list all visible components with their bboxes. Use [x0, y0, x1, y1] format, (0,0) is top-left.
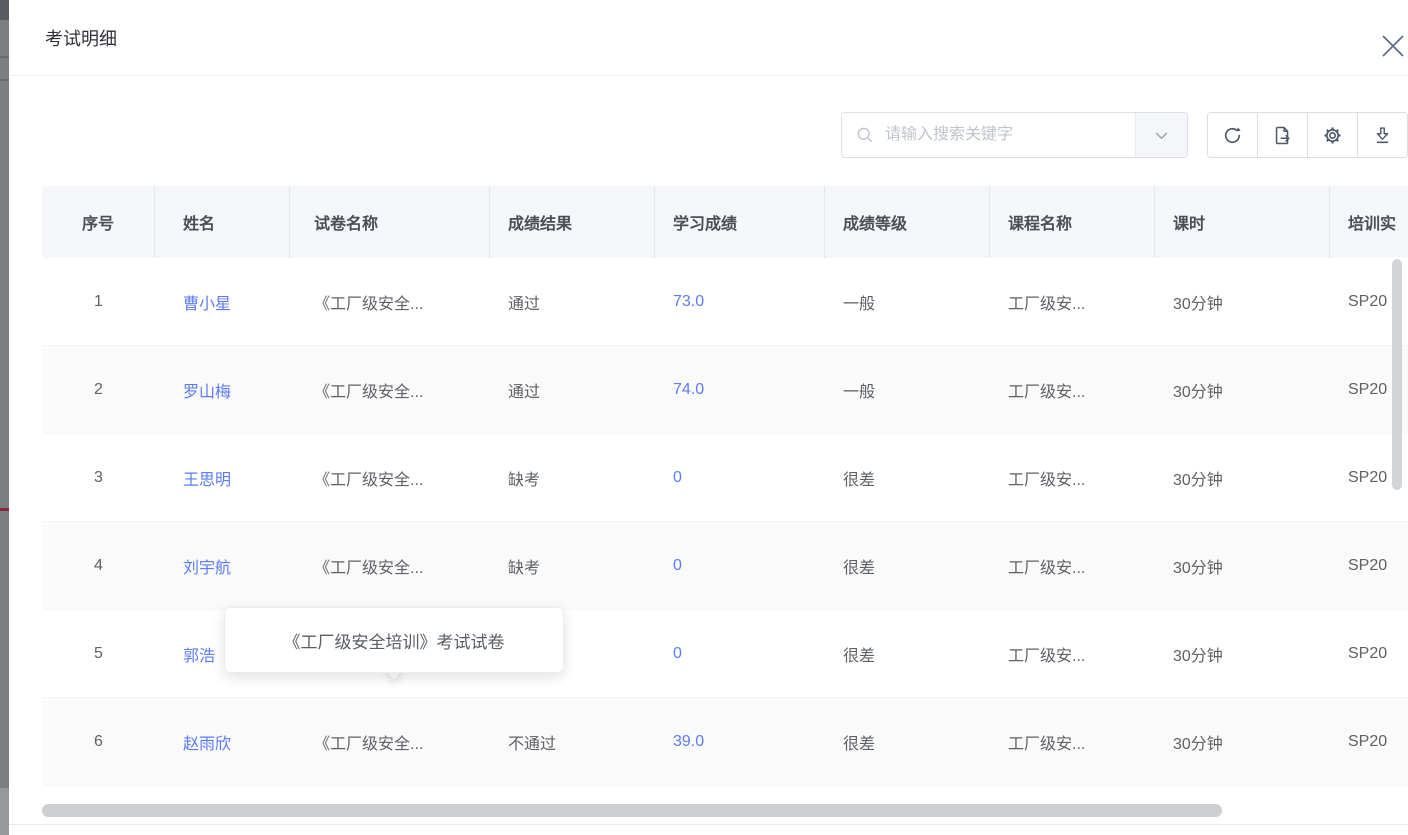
cell-index: 1 — [94, 292, 103, 310]
cell-result: 通过 — [508, 383, 541, 401]
student-name-link[interactable]: 罗山梅 — [183, 383, 232, 401]
score-link[interactable]: 39.0 — [673, 732, 705, 750]
cell-duration: 30分钟 — [1173, 559, 1223, 577]
col-header-grade: 成绩等级 — [825, 186, 990, 258]
score-link[interactable]: 0 — [673, 644, 682, 662]
backdrop-segment — [0, 0, 9, 20]
settings-button[interactable] — [1307, 113, 1357, 157]
cell-result: 不通过 — [508, 735, 557, 753]
cell-grade: 很差 — [843, 471, 876, 489]
score-link[interactable]: 0 — [673, 556, 682, 574]
cell-result: 缺考 — [508, 471, 541, 489]
cell-training: SP20 — [1348, 468, 1388, 486]
search-field-area — [842, 113, 1135, 157]
col-header-result: 成绩结果 — [490, 186, 655, 258]
backdrop-strip — [0, 0, 9, 835]
cell-grade: 一般 — [843, 383, 876, 401]
search-scope-dropdown[interactable] — [1135, 113, 1187, 157]
cell-duration: 30分钟 — [1173, 471, 1223, 489]
cell-grade: 一般 — [843, 295, 876, 313]
student-name-link[interactable]: 郭浩 — [183, 647, 216, 665]
table-toolbar — [1207, 112, 1408, 158]
tooltip: 《工厂级安全培训》考试试卷 — [224, 607, 564, 673]
download-button[interactable] — [1357, 113, 1407, 157]
table-row: 2 罗山梅 《工厂级安全... 通过 74.0 一般 工厂级安... 30分钟 … — [42, 346, 1408, 434]
cell-training: SP20 — [1348, 556, 1388, 574]
download-icon — [1376, 126, 1389, 143]
col-header-score: 学习成绩 — [655, 186, 825, 258]
cell-index: 3 — [94, 468, 103, 486]
col-header-name: 姓名 — [155, 186, 290, 258]
cell-course: 工厂级安... — [1008, 383, 1086, 401]
export-button[interactable] — [1257, 113, 1307, 157]
cell-result: 缺考 — [508, 559, 541, 577]
cell-paper: 《工厂级安全... — [314, 735, 424, 753]
cell-course: 工厂级安... — [1008, 647, 1086, 665]
cell-course: 工厂级安... — [1008, 559, 1086, 577]
cell-index: 2 — [94, 380, 103, 398]
col-header-index: 序号 — [42, 186, 155, 258]
table-row: 6 赵雨欣 《工厂级安全... 不通过 39.0 很差 工厂级安... 30分钟… — [42, 698, 1408, 786]
cell-duration: 30分钟 — [1173, 295, 1223, 313]
table-row: 3 王思明 《工厂级安全... 缺考 0 很差 工厂级安... 30分钟 SP2… — [42, 434, 1408, 522]
search-group — [841, 112, 1188, 158]
cell-course: 工厂级安... — [1008, 295, 1086, 313]
cell-index: 4 — [94, 556, 103, 574]
search-icon — [857, 127, 873, 143]
cell-course: 工厂级安... — [1008, 471, 1086, 489]
export-icon — [1275, 126, 1290, 144]
close-button[interactable] — [1378, 31, 1408, 61]
student-name-link[interactable]: 王思明 — [183, 471, 232, 489]
close-icon — [1382, 35, 1404, 57]
cell-duration: 30分钟 — [1173, 647, 1223, 665]
header-divider — [9, 75, 1408, 76]
table-bottom-border — [9, 824, 1408, 825]
exam-table: 序号 姓名 试卷名称 成绩结果 学习成绩 成绩等级 课程名称 课时 培训实 1 … — [42, 186, 1408, 786]
table-header-row: 序号 姓名 试卷名称 成绩结果 学习成绩 成绩等级 课程名称 课时 培训实 — [42, 186, 1408, 258]
vertical-scrollbar-thumb[interactable] — [1392, 259, 1402, 490]
search-input[interactable] — [883, 125, 1135, 145]
backdrop-divider — [0, 79, 9, 81]
col-header-paper: 试卷名称 — [290, 186, 490, 258]
refresh-icon — [1224, 126, 1241, 143]
score-link[interactable]: 0 — [673, 468, 682, 486]
cell-grade: 很差 — [843, 647, 876, 665]
cell-training: SP20 — [1348, 732, 1388, 750]
refresh-button[interactable] — [1208, 113, 1257, 157]
cell-duration: 30分钟 — [1173, 383, 1223, 401]
score-link[interactable]: 73.0 — [673, 292, 705, 310]
col-header-duration: 课时 — [1155, 186, 1330, 258]
cell-training: SP20 — [1348, 292, 1388, 310]
table-row: 1 曹小星 《工厂级安全... 通过 73.0 一般 工厂级安... 30分钟 … — [42, 258, 1408, 346]
cell-paper: 《工厂级安全... — [314, 295, 424, 313]
table-body: 1 曹小星 《工厂级安全... 通过 73.0 一般 工厂级安... 30分钟 … — [42, 258, 1408, 786]
cell-course: 工厂级安... — [1008, 735, 1086, 753]
cell-grade: 很差 — [843, 559, 876, 577]
horizontal-scrollbar-thumb[interactable] — [42, 804, 1222, 817]
student-name-link[interactable]: 曹小星 — [183, 295, 232, 313]
backdrop-divider — [0, 56, 9, 58]
backdrop-segment — [0, 788, 9, 835]
score-link[interactable]: 74.0 — [673, 380, 705, 398]
backdrop-red-line — [0, 508, 9, 511]
col-header-course: 课程名称 — [990, 186, 1155, 258]
cell-paper: 《工厂级安全... — [314, 383, 424, 401]
student-name-link[interactable]: 刘宇航 — [183, 559, 232, 577]
col-header-training: 培训实 — [1348, 216, 1397, 233]
cell-training: SP20 — [1348, 380, 1388, 398]
cell-grade: 很差 — [843, 735, 876, 753]
cell-index: 6 — [94, 732, 103, 750]
cell-index: 5 — [94, 644, 103, 662]
page-title: 考试明细 — [45, 29, 117, 49]
table-row: 4 刘宇航 《工厂级安全... 缺考 0 很差 工厂级安... 30分钟 SP2… — [42, 522, 1408, 610]
gear-icon — [1324, 126, 1341, 144]
student-name-link[interactable]: 赵雨欣 — [183, 735, 232, 753]
cell-training: SP20 — [1348, 644, 1388, 662]
cell-paper: 《工厂级安全... — [314, 559, 424, 577]
chevron-down-icon — [1155, 132, 1168, 139]
cell-result: 通过 — [508, 295, 541, 313]
cell-paper: 《工厂级安全... — [314, 471, 424, 489]
cell-duration: 30分钟 — [1173, 735, 1223, 753]
